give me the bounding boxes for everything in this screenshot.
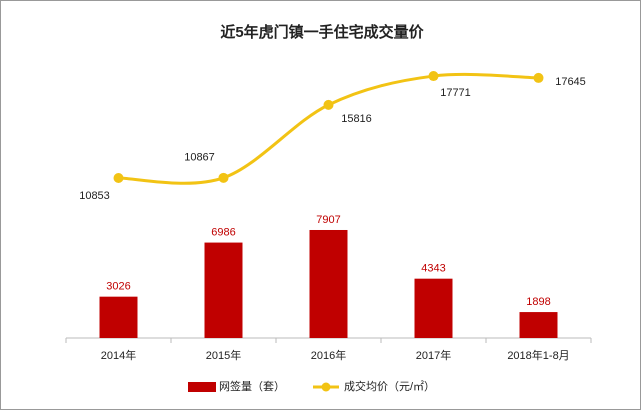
- bar: [519, 312, 558, 338]
- bar-value-label: 4343: [421, 263, 445, 275]
- line-value-label: 17645: [555, 76, 586, 88]
- legend-label: 网签量（套）: [219, 379, 285, 393]
- bar: [414, 278, 453, 338]
- bar: [99, 296, 138, 338]
- bar-value-label: 3026: [106, 281, 130, 293]
- x-tick-label: 2015年: [206, 348, 241, 362]
- line-value-label: 15816: [341, 113, 372, 125]
- line-point: [323, 99, 334, 110]
- line-value-label: 17771: [440, 87, 471, 99]
- bar: [204, 242, 243, 338]
- x-tick-label: 2014年: [101, 348, 136, 362]
- bar-value-label: 6986: [211, 226, 235, 238]
- chart-title: 近5年虎门镇一手住宅成交量价: [220, 23, 424, 41]
- legend-swatch: [321, 382, 331, 392]
- bar-value-label: 7907: [316, 214, 340, 226]
- line-point: [533, 72, 544, 83]
- bar: [309, 229, 348, 338]
- bar-value-label: 1898: [526, 296, 550, 308]
- x-tick-label: 2018年1-8月: [507, 348, 569, 362]
- x-tick-label: 2016年: [311, 348, 346, 362]
- line-point: [218, 172, 229, 183]
- line-point: [113, 173, 124, 184]
- line-value-label: 10853: [79, 190, 110, 202]
- legend-label: 成交均价（元/㎡）: [344, 379, 435, 393]
- x-tick-label: 2017年: [416, 348, 451, 362]
- line-value-label: 10867: [184, 152, 215, 164]
- legend-swatch: [188, 382, 216, 392]
- line-point: [428, 71, 439, 82]
